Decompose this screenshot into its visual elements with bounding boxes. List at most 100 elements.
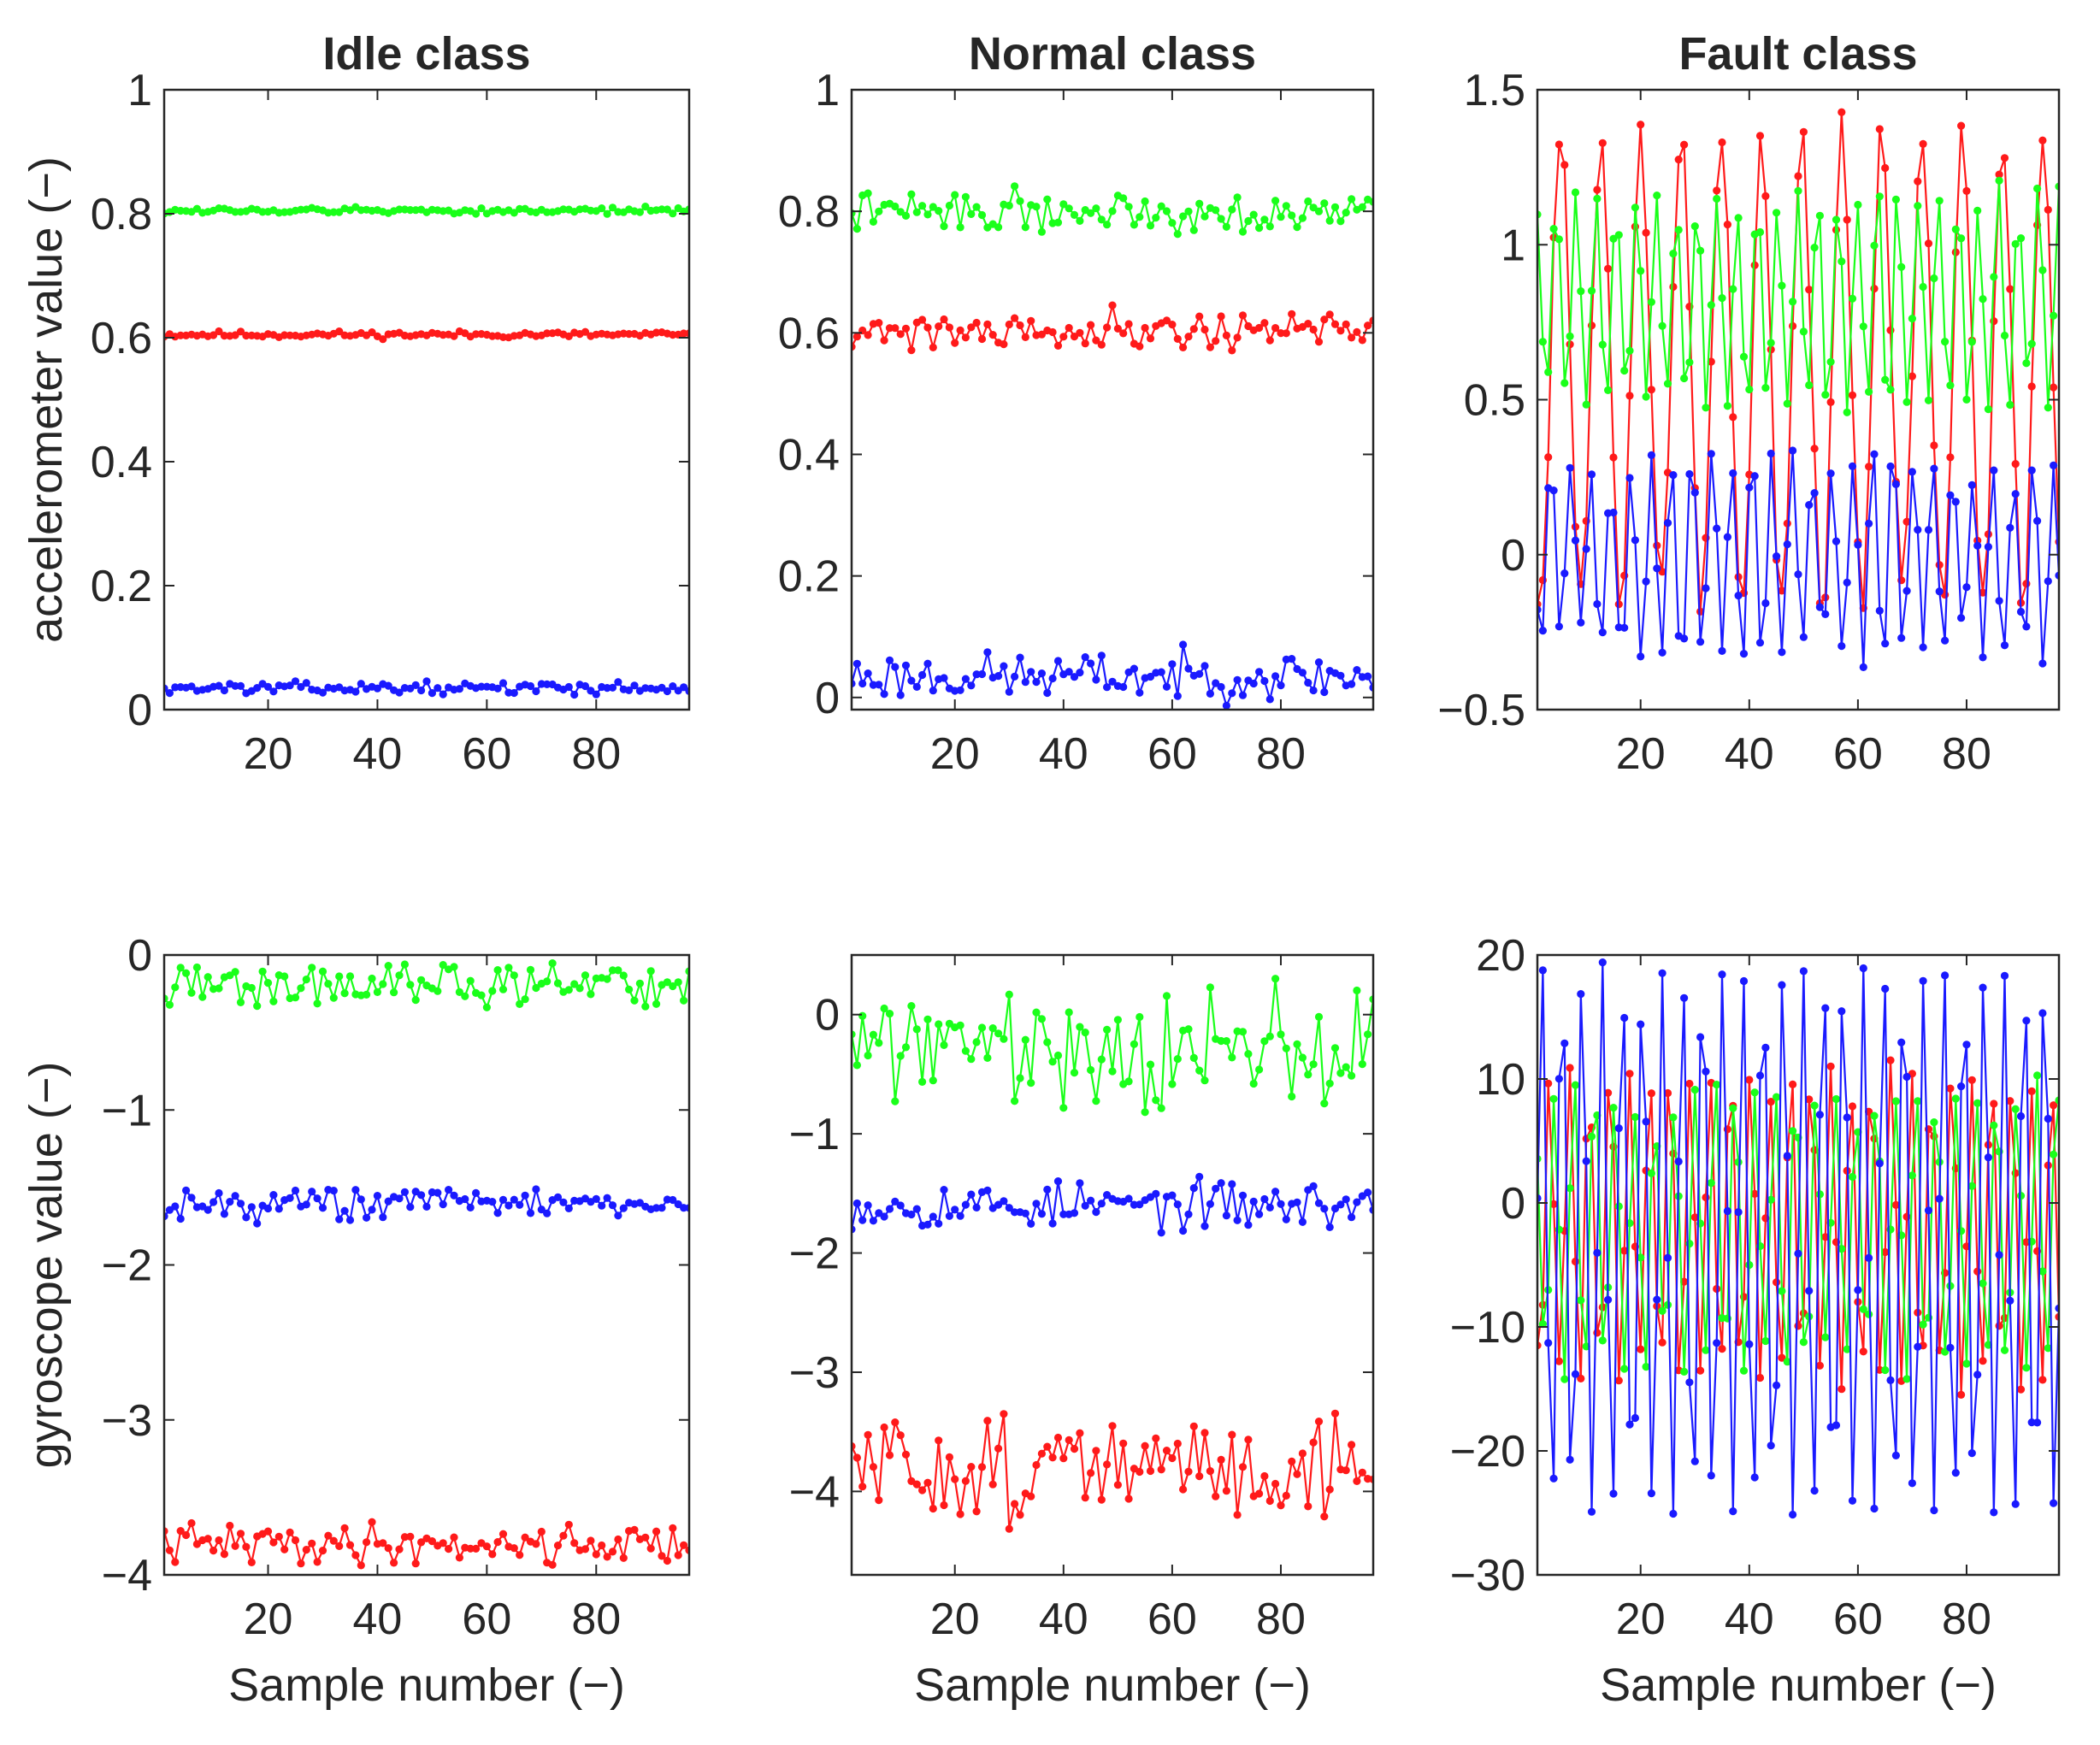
data-point-blue — [406, 1203, 415, 1211]
data-point-blue — [400, 1188, 409, 1196]
data-point-green — [395, 205, 404, 214]
data-point-blue — [1330, 1204, 1340, 1213]
data-point-green — [1718, 294, 1726, 303]
data-point-green — [1729, 1104, 1737, 1112]
data-point-red — [1593, 1329, 1602, 1337]
data-point-blue — [537, 1206, 546, 1214]
data-point-blue — [680, 1204, 688, 1212]
data-point-green — [521, 995, 529, 1004]
data-point-green — [1330, 1044, 1340, 1052]
data-point-red — [1212, 337, 1220, 345]
data-point-blue — [1179, 1226, 1188, 1235]
data-point-blue — [274, 1205, 283, 1213]
data-point-green — [1642, 392, 1650, 401]
data-point-blue — [1325, 1223, 1334, 1231]
data-point-blue — [1647, 1489, 1655, 1498]
y-tick-label: −2 — [102, 1241, 152, 1291]
data-point-red — [384, 1544, 392, 1553]
data-point-blue — [652, 1204, 661, 1212]
data-point-red — [564, 332, 573, 340]
data-point-green — [1826, 357, 1835, 366]
data-point-red — [1021, 333, 1029, 341]
x-tick-label: 80 — [1942, 729, 1991, 779]
data-point-red — [630, 1525, 639, 1534]
data-point-red — [439, 1539, 447, 1548]
data-point-blue — [1146, 672, 1155, 681]
data-point-green — [1620, 1365, 1629, 1373]
data-point-green — [1293, 1040, 1301, 1048]
data-point-red — [1238, 1463, 1248, 1471]
data-point-red — [1011, 314, 1019, 322]
data-point-blue — [2011, 490, 2020, 498]
data-point-green — [439, 961, 447, 970]
data-point-red — [1233, 1511, 1242, 1519]
data-point-red — [1136, 342, 1144, 351]
data-point-green — [896, 1052, 905, 1060]
data-point-green — [472, 209, 481, 218]
data-point-blue — [1946, 491, 1955, 499]
data-point-green — [400, 960, 409, 969]
data-point-blue — [663, 687, 672, 696]
data-point-green — [1930, 274, 1938, 283]
data-point-red — [1065, 1435, 1073, 1444]
data-point-green — [1669, 250, 1678, 258]
data-point-blue — [455, 685, 464, 693]
data-point-red — [1309, 325, 1318, 334]
data-point-blue — [373, 1192, 381, 1200]
data-point-blue — [1566, 463, 1574, 472]
data-point-red — [923, 323, 932, 332]
data-point-green — [1604, 386, 1613, 394]
data-point-green — [1789, 1127, 1797, 1135]
data-point-green — [945, 201, 953, 210]
data-point-blue — [1902, 587, 1911, 595]
y-tick-label: 1 — [127, 66, 152, 115]
axes-box — [1536, 953, 2061, 1577]
data-point-green — [918, 1077, 927, 1086]
data-point-blue — [2006, 523, 2014, 532]
data-point-blue — [209, 1198, 218, 1206]
data-point-red — [1005, 1524, 1013, 1533]
data-point-red — [983, 1417, 992, 1425]
data-point-green — [406, 206, 415, 215]
data-point-red — [1222, 1487, 1230, 1495]
data-point-green — [961, 192, 970, 201]
data-point-green — [553, 979, 563, 987]
data-point-red — [988, 331, 997, 339]
data-point-blue — [1642, 577, 1650, 586]
data-point-green — [1658, 1306, 1666, 1315]
data-point-green — [1631, 1112, 1639, 1122]
data-point-red — [1325, 1485, 1334, 1494]
data-point-red — [263, 1527, 273, 1536]
data-point-red — [1886, 326, 1895, 334]
data-point-green — [940, 222, 948, 231]
data-point-green — [1277, 213, 1285, 221]
data-point-green — [1680, 1367, 1689, 1376]
data-point-red — [1173, 1439, 1182, 1448]
y-tick-label: −30 — [1450, 1551, 1525, 1601]
data-point-green — [516, 999, 524, 1008]
data-point-blue — [858, 1216, 867, 1224]
y-tick-label: 0.2 — [91, 562, 152, 611]
data-point-blue — [510, 1195, 518, 1204]
data-point-green — [1325, 216, 1334, 225]
data-point-blue — [395, 688, 404, 697]
data-point-blue — [526, 681, 535, 691]
data-point-green — [504, 964, 513, 972]
data-point-blue — [1979, 983, 1987, 992]
x-axis-label: Sample number (−) — [1600, 1660, 1997, 1711]
y-tick-label: −20 — [1450, 1427, 1525, 1477]
data-point-blue — [1669, 471, 1678, 480]
data-point-green — [1271, 975, 1280, 983]
data-point-blue — [220, 686, 228, 695]
data-point-red — [1577, 1374, 1585, 1382]
data-point-red — [961, 333, 970, 342]
data-point-blue — [1669, 1509, 1678, 1518]
data-point-green — [198, 993, 207, 1001]
data-point-red — [1881, 1247, 1890, 1257]
data-point-green — [1228, 205, 1236, 214]
data-point-blue — [1778, 648, 1786, 657]
data-point-blue — [2038, 659, 2047, 668]
data-point-blue — [1838, 1007, 1846, 1016]
data-point-green — [1136, 1012, 1144, 1022]
data-point-blue — [187, 682, 196, 691]
